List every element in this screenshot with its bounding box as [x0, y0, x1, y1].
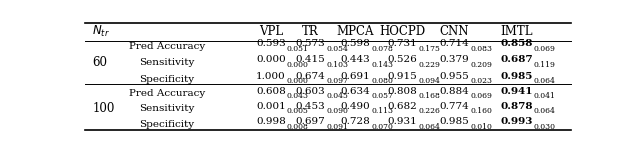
Text: 0.443: 0.443 [340, 56, 370, 64]
Text: 0.884: 0.884 [440, 87, 469, 96]
Text: 0.593: 0.593 [256, 39, 286, 48]
Text: $N_{tr}$: $N_{tr}$ [92, 24, 110, 39]
Text: 0.379: 0.379 [440, 56, 469, 64]
Text: 0.878: 0.878 [500, 102, 532, 111]
Text: 0.000: 0.000 [287, 61, 308, 69]
Text: 0.808: 0.808 [388, 87, 417, 96]
Text: 0.229: 0.229 [419, 61, 440, 69]
Text: 0.674: 0.674 [296, 72, 326, 81]
Text: Sensitivity: Sensitivity [139, 104, 195, 113]
Text: Specificity: Specificity [140, 75, 195, 84]
Text: 0.453: 0.453 [296, 102, 326, 111]
Text: 1.000: 1.000 [256, 72, 286, 81]
Text: 0.113: 0.113 [371, 107, 393, 115]
Text: 0.697: 0.697 [296, 117, 326, 126]
Text: 0.051: 0.051 [287, 45, 308, 52]
Text: MPCA: MPCA [337, 25, 374, 38]
Text: 0.985: 0.985 [500, 72, 532, 81]
Text: 0.687: 0.687 [500, 56, 532, 64]
Text: 0.023: 0.023 [470, 77, 492, 86]
Text: 0.064: 0.064 [534, 107, 556, 115]
Text: 0.226: 0.226 [419, 107, 440, 115]
Text: 0.005: 0.005 [287, 107, 308, 115]
Text: 0.064: 0.064 [534, 77, 556, 86]
Text: 0.030: 0.030 [534, 123, 556, 130]
Text: 0.691: 0.691 [340, 72, 370, 81]
Text: 0.069: 0.069 [470, 92, 492, 100]
Text: 0.091: 0.091 [326, 123, 348, 130]
Text: IMTL: IMTL [500, 25, 532, 38]
Text: 0.064: 0.064 [419, 123, 440, 130]
Text: 60: 60 [92, 56, 108, 69]
Text: 0.083: 0.083 [470, 45, 492, 52]
Text: 0.955: 0.955 [440, 72, 469, 81]
Text: 0.731: 0.731 [388, 39, 417, 48]
Text: 0.608: 0.608 [256, 87, 286, 96]
Text: 0.043: 0.043 [287, 92, 309, 100]
Text: Pred Accuracy: Pred Accuracy [129, 89, 205, 98]
Text: 0.526: 0.526 [388, 56, 417, 64]
Text: 0.598: 0.598 [340, 39, 370, 48]
Text: 0.001: 0.001 [256, 102, 286, 111]
Text: 0.993: 0.993 [500, 117, 532, 126]
Text: 0.931: 0.931 [388, 117, 417, 126]
Text: 0.774: 0.774 [440, 102, 469, 111]
Text: 0.941: 0.941 [500, 87, 532, 96]
Text: 0.858: 0.858 [500, 39, 532, 48]
Text: 0.143: 0.143 [371, 61, 393, 69]
Text: 0.103: 0.103 [326, 61, 349, 69]
Text: 0.090: 0.090 [326, 107, 348, 115]
Text: 0.415: 0.415 [296, 56, 326, 64]
Text: 0.915: 0.915 [388, 72, 417, 81]
Text: 0.985: 0.985 [440, 117, 469, 126]
Text: HOCPD: HOCPD [380, 25, 426, 38]
Text: 0.209: 0.209 [470, 61, 492, 69]
Text: 0.634: 0.634 [340, 87, 370, 96]
Text: 0.175: 0.175 [419, 45, 440, 52]
Text: 0.119: 0.119 [534, 61, 556, 69]
Text: 0.573: 0.573 [296, 39, 326, 48]
Text: 0.069: 0.069 [534, 45, 556, 52]
Text: 0.070: 0.070 [371, 123, 393, 130]
Text: 0.097: 0.097 [326, 77, 348, 86]
Text: TR: TR [302, 25, 319, 38]
Text: 0.078: 0.078 [371, 45, 393, 52]
Text: 0.041: 0.041 [534, 92, 556, 100]
Text: 0.714: 0.714 [440, 39, 469, 48]
Text: 0.000: 0.000 [256, 56, 286, 64]
Text: Sensitivity: Sensitivity [139, 58, 195, 67]
Text: 0.000: 0.000 [287, 77, 308, 86]
Text: Specificity: Specificity [140, 120, 195, 129]
Text: CNN: CNN [440, 25, 469, 38]
Text: VPL: VPL [259, 25, 283, 38]
Text: 100: 100 [92, 102, 115, 115]
Text: 0.728: 0.728 [340, 117, 370, 126]
Text: 0.010: 0.010 [470, 123, 492, 130]
Text: 0.603: 0.603 [296, 87, 326, 96]
Text: 0.168: 0.168 [419, 92, 440, 100]
Text: 0.094: 0.094 [419, 77, 440, 86]
Text: 0.045: 0.045 [326, 92, 348, 100]
Text: 0.160: 0.160 [470, 107, 492, 115]
Text: 0.054: 0.054 [326, 45, 348, 52]
Text: Pred Accuracy: Pred Accuracy [129, 42, 205, 51]
Text: 0.682: 0.682 [388, 102, 417, 111]
Text: 0.998: 0.998 [256, 117, 286, 126]
Text: 0.057: 0.057 [371, 92, 393, 100]
Text: 0.008: 0.008 [287, 123, 308, 130]
Text: 0.080: 0.080 [371, 77, 393, 86]
Text: 0.490: 0.490 [340, 102, 370, 111]
